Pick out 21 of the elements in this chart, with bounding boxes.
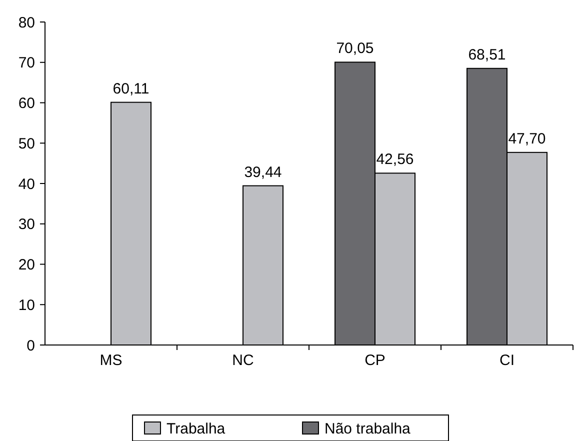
y-tick-label: 40 bbox=[18, 176, 35, 193]
y-tick-label: 50 bbox=[18, 135, 35, 152]
data-label: 70,05 bbox=[336, 40, 374, 58]
legend-label: Não trabalha bbox=[324, 420, 412, 438]
x-tick-label: NC bbox=[232, 352, 254, 369]
y-tick-label: 70 bbox=[18, 54, 35, 72]
y-tick-label: 20 bbox=[18, 256, 35, 274]
y-tick-label: 10 bbox=[18, 296, 35, 314]
x-tick-label: MS bbox=[100, 352, 122, 369]
data-label: 39,44 bbox=[244, 164, 282, 181]
y-tick-label: 80 bbox=[18, 14, 35, 32]
x-tick-label: CP bbox=[364, 352, 386, 369]
x-tick-label: CI bbox=[500, 352, 514, 369]
data-label: 60,11 bbox=[112, 80, 150, 98]
y-tick-label: 60 bbox=[18, 95, 35, 112]
y-tick-label: 0 bbox=[26, 337, 35, 354]
legend-label: Trabalha bbox=[166, 420, 226, 438]
data-label: 47,70 bbox=[508, 130, 546, 148]
data-label: 42,56 bbox=[376, 151, 414, 168]
data-label: 68,51 bbox=[468, 46, 506, 64]
y-tick-label: 30 bbox=[18, 216, 35, 234]
